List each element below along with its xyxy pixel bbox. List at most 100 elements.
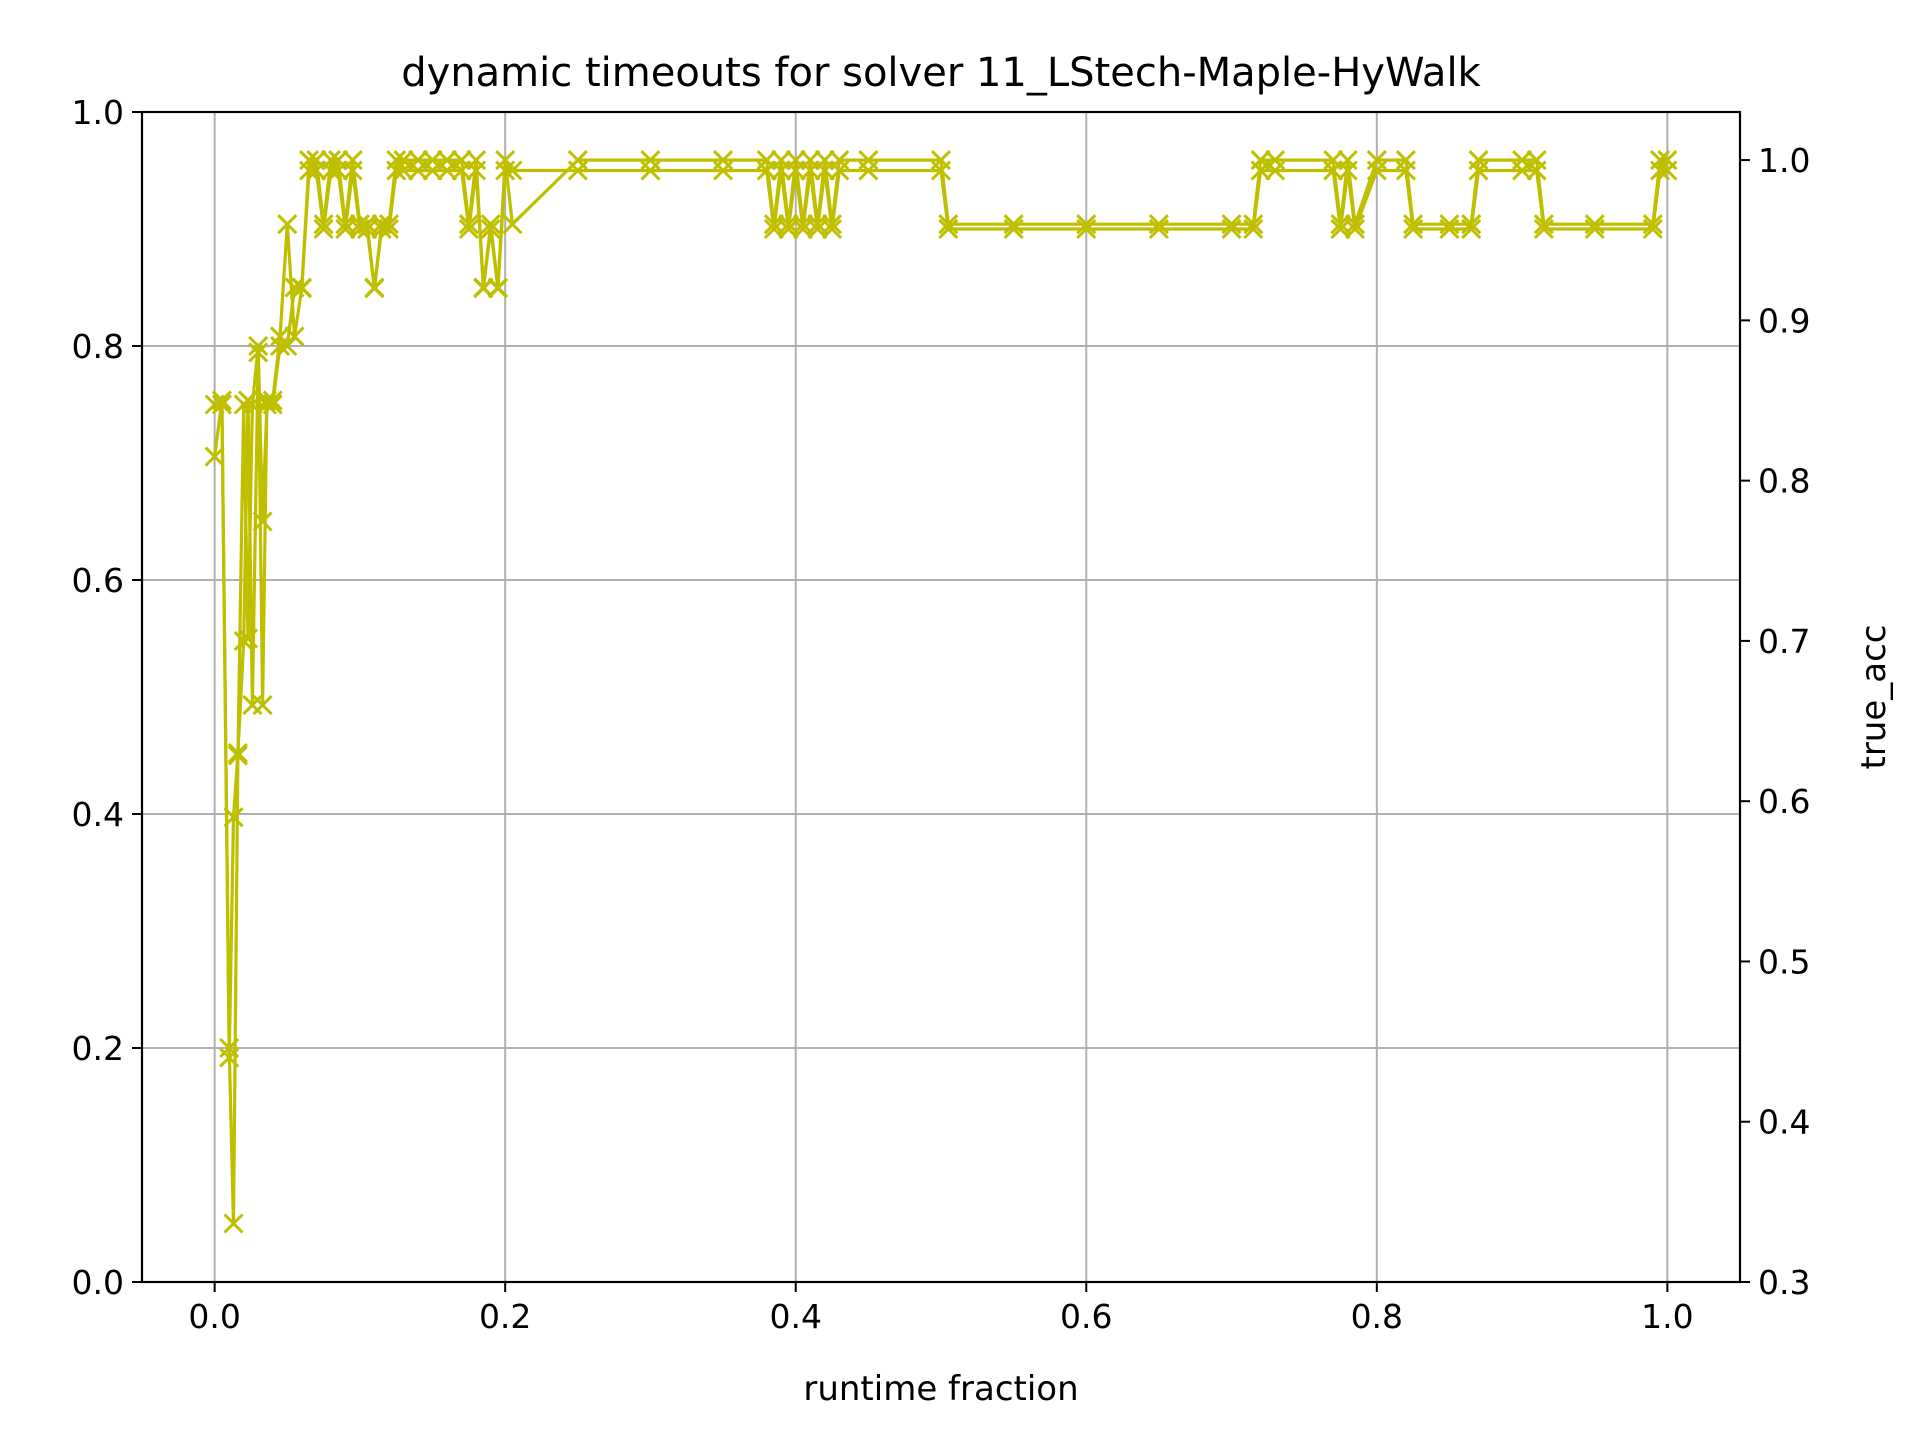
data-point-marker — [1366, 150, 1387, 171]
y2-tick-label: 0.5 — [1758, 942, 1810, 981]
data-point-marker — [807, 214, 828, 235]
data-point-marker — [1221, 214, 1242, 235]
data-point-marker — [252, 694, 273, 716]
series-line — [214, 168, 1668, 1226]
data-point-marker — [502, 214, 523, 235]
y2-tick-label: 0.6 — [1758, 782, 1810, 821]
data-point-marker — [1250, 150, 1271, 171]
data-point-marker — [256, 390, 277, 411]
y-tick-label: 0.8 — [72, 327, 124, 366]
data-point-marker — [1395, 150, 1416, 171]
data-point-marker — [1461, 214, 1482, 235]
data-point-marker — [1344, 218, 1366, 240]
chart-title: dynamic timeouts for solver 11_LStech-Ma… — [401, 50, 1481, 96]
data-point-marker — [778, 214, 799, 235]
data-point-marker — [1148, 214, 1169, 235]
data-point-marker — [858, 150, 879, 171]
data-point-marker — [248, 342, 269, 363]
data-point-marker — [814, 150, 835, 171]
data-point-marker — [480, 214, 501, 235]
y2-tick-label: 0.9 — [1758, 301, 1810, 340]
data-point-marker — [1526, 150, 1547, 171]
data-point-marker — [378, 214, 400, 235]
data-point-marker — [1650, 150, 1671, 171]
y2-tick-label: 0.3 — [1758, 1263, 1810, 1302]
data-point-marker — [763, 214, 784, 235]
data-point-marker — [262, 390, 283, 411]
data-point-marker — [335, 214, 356, 235]
data-point-marker — [1403, 214, 1424, 235]
data-point-marker — [1533, 214, 1554, 235]
data-point-marker — [422, 150, 443, 171]
y2-tick-label: 1.0 — [1758, 141, 1810, 180]
data-point-marker — [1265, 150, 1286, 171]
data-point-marker — [938, 214, 959, 235]
data-point-marker — [320, 150, 341, 171]
data-point-marker — [211, 390, 232, 411]
x-tick-label: 0.4 — [769, 1297, 821, 1336]
data-point-marker — [306, 150, 327, 171]
data-point-marker — [763, 218, 784, 240]
data-point-marker — [829, 150, 850, 171]
data-point-marker — [567, 150, 588, 171]
data-point-marker — [1323, 150, 1344, 171]
data-point-marker — [227, 743, 248, 764]
data-point-marker — [466, 150, 487, 171]
y-tick-label: 0.0 — [72, 1263, 124, 1302]
data-point-marker — [349, 214, 370, 235]
data-point-marker — [1003, 214, 1024, 235]
data-point-marker — [756, 150, 777, 171]
data-point-marker — [1330, 214, 1351, 235]
x-axis-title: runtime fraction — [803, 1369, 1078, 1409]
data-point-marker — [821, 214, 843, 235]
data-point-marker — [299, 150, 320, 171]
data-point-marker — [223, 807, 244, 828]
data-point-marker — [451, 150, 472, 171]
y-tick-label: 0.6 — [72, 561, 124, 600]
data-point-marker — [269, 326, 291, 347]
data-point-marker — [223, 1213, 244, 1234]
series-line — [213, 158, 1668, 1060]
x-tick-label: 0.6 — [1060, 1297, 1112, 1336]
data-point-marker — [473, 278, 494, 299]
data-point-marker — [277, 214, 298, 235]
data-point-marker — [487, 278, 508, 299]
data-point-marker — [328, 150, 349, 171]
y2-tick-label: 0.4 — [1758, 1103, 1810, 1142]
data-point-marker — [313, 214, 334, 235]
data-point-marker — [357, 214, 378, 235]
x-tick-label: 1.0 — [1641, 1297, 1693, 1336]
y-tick-label: 0.4 — [72, 795, 124, 834]
x-tick-label: 0.8 — [1351, 1297, 1403, 1336]
data-point-marker — [771, 150, 792, 171]
plot-frame — [140, 110, 1742, 1284]
y-tick-label: 0.2 — [72, 1029, 124, 1068]
data-point-marker — [1330, 218, 1351, 240]
data-point-marker — [458, 218, 479, 240]
data-point-marker — [386, 150, 407, 171]
grid-lines — [142, 111, 1740, 1283]
data-point-marker — [1657, 150, 1678, 171]
data-point-marker — [371, 214, 392, 235]
data-point-marker — [364, 278, 385, 299]
plot-series — [204, 150, 1678, 1234]
data-point-marker — [458, 214, 479, 235]
data-point-marker — [495, 150, 516, 171]
data-point-marker — [291, 278, 312, 299]
data-point-marker — [277, 335, 298, 357]
data-point-marker — [785, 150, 806, 171]
data-point-marker — [930, 150, 952, 171]
data-point-marker — [335, 218, 356, 240]
data-point-marker — [1337, 150, 1358, 171]
data-point-marker — [248, 335, 269, 357]
data-point-marker — [237, 390, 259, 411]
data-point-marker — [219, 1047, 240, 1068]
data-point-marker — [1439, 214, 1460, 235]
data-point-marker — [1076, 214, 1097, 235]
data-point-marker — [807, 218, 828, 240]
data-point-marker — [437, 150, 458, 171]
data-point-marker — [342, 150, 363, 171]
axes: 0.0 0.2 0.4 0.6 0.8 1.0 0.0 0.2 0.4 0.6 0.8 1.0 0.3 0… — [72, 93, 1811, 1336]
data-point-marker — [778, 218, 799, 240]
